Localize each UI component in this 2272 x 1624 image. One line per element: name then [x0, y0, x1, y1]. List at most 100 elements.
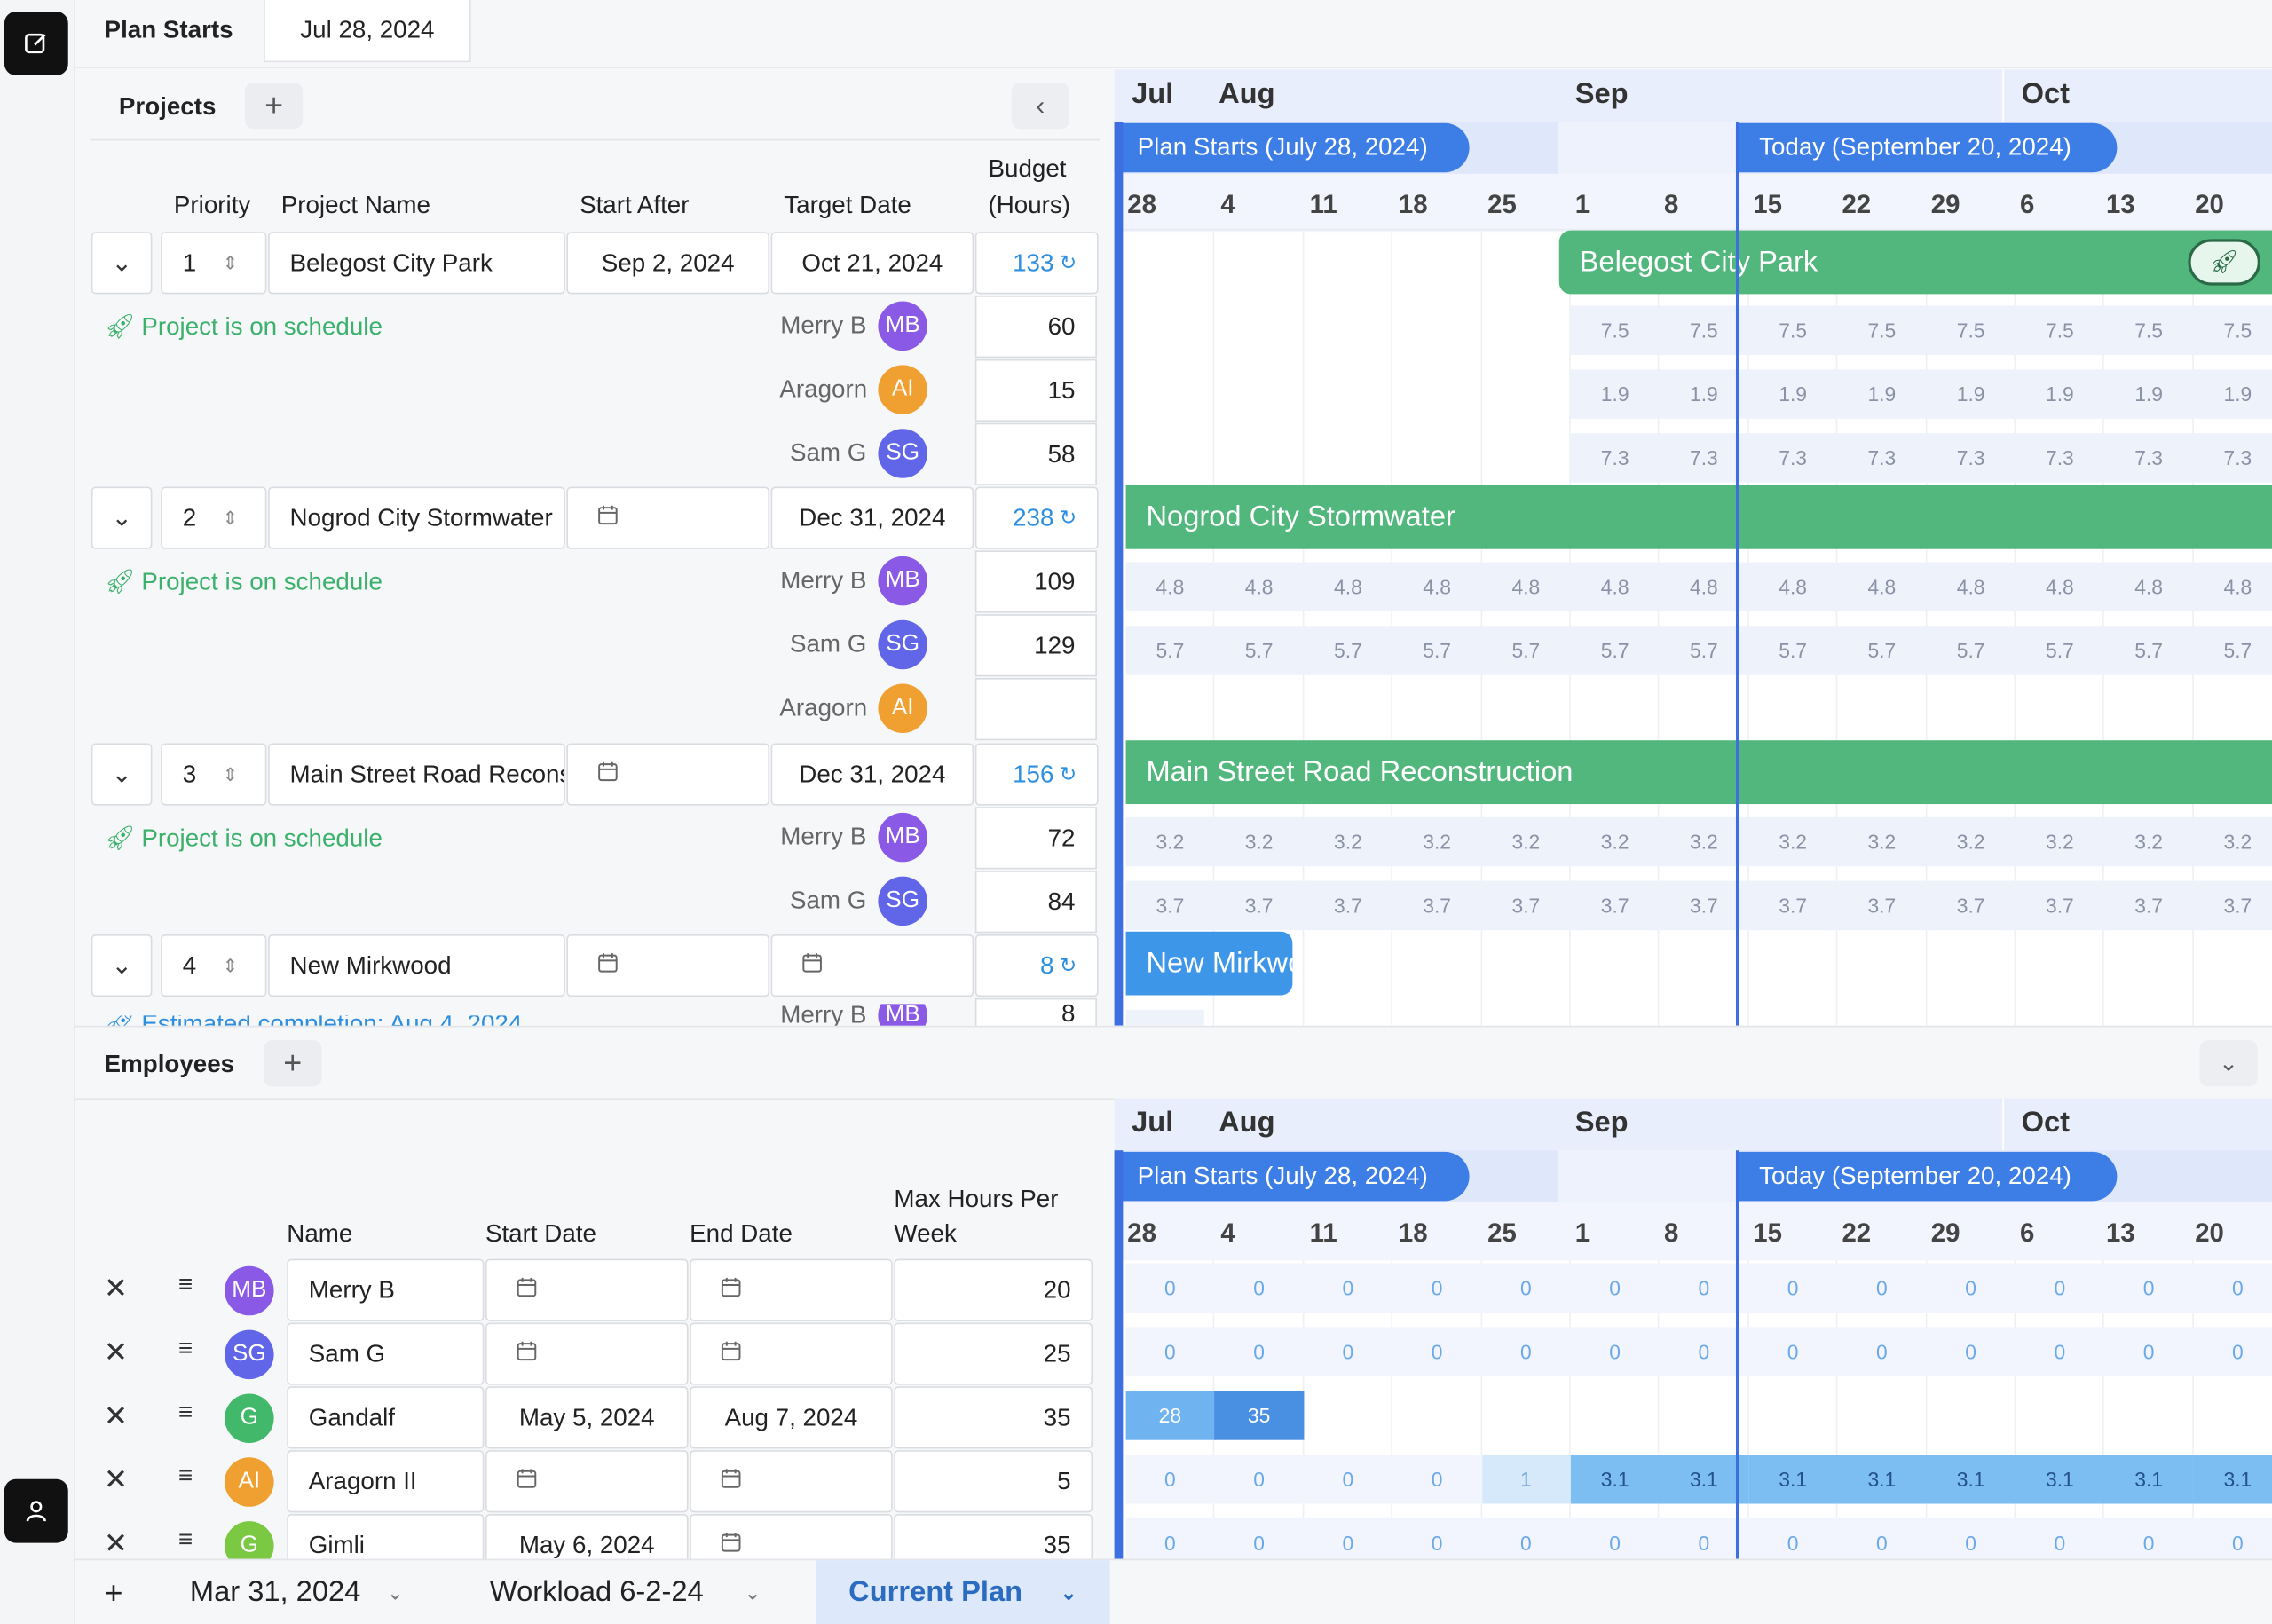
calendar-icon[interactable] — [720, 1339, 741, 1368]
employee-start-date[interactable] — [485, 1322, 689, 1385]
assignee-hours-input[interactable]: 129 — [974, 614, 1097, 677]
edit-icon[interactable] — [4, 12, 68, 75]
plan-tab-mar[interactable]: Mar 31, 2024 ⌄ — [190, 1560, 404, 1624]
add-plan-button[interactable]: + — [104, 1573, 123, 1611]
start-after-field[interactable] — [566, 934, 769, 997]
refresh-icon[interactable]: ↻ — [1059, 250, 1077, 274]
gantt-bar-belegost[interactable]: Belegost City Park 🚀︎ — [1558, 230, 2272, 295]
start-after-field[interactable] — [566, 486, 769, 549]
add-employee-button[interactable]: + — [264, 1040, 322, 1087]
chevron-down-icon[interactable]: ⌄ — [2199, 1040, 2258, 1087]
employee-name-input[interactable]: Gandalf — [287, 1386, 485, 1449]
expand-row-button[interactable]: ⌄ — [91, 743, 153, 806]
calendar-icon[interactable] — [720, 1275, 741, 1305]
assignee-hours-input[interactable] — [974, 678, 1097, 741]
remove-employee-icon[interactable]: ✕ — [103, 1273, 129, 1305]
assignee-hours-input[interactable]: 15 — [974, 359, 1097, 422]
workload-cell — [1392, 1391, 1482, 1440]
priority-stepper[interactable]: 1 ⇕ — [161, 232, 267, 295]
max-hours-input[interactable]: 20 — [894, 1258, 1093, 1321]
priority-stepper[interactable]: 4 ⇕ — [161, 934, 267, 997]
plan-start-date-field[interactable]: Jul 28, 2024 — [264, 0, 471, 63]
assignee-hours-input[interactable]: 8 — [974, 997, 1097, 1028]
calendar-icon[interactable] — [516, 1275, 537, 1305]
refresh-icon[interactable]: ↻ — [1059, 761, 1077, 785]
remove-employee-icon[interactable]: ✕ — [103, 1464, 129, 1497]
chevron-down-icon[interactable]: ⌄ — [386, 1581, 404, 1604]
refresh-icon[interactable]: ↻ — [1059, 953, 1077, 977]
budget-hours-field[interactable]: 238 ↻ — [974, 486, 1099, 549]
plan-tab-current[interactable]: Current Plan ⌄ — [816, 1560, 1110, 1624]
max-hours-input[interactable]: 35 — [894, 1386, 1093, 1449]
project-name-input[interactable]: Main Street Road Reconstruction — [268, 743, 565, 806]
filter-icon[interactable]: ≡ — [178, 1462, 193, 1490]
user-icon[interactable] — [4, 1478, 68, 1543]
rocket-icon[interactable]: 🚀︎ — [2188, 239, 2261, 286]
expand-row-button[interactable]: ⌄ — [91, 934, 153, 997]
gantt-bar-main-street[interactable]: Main Street Road Reconstruction — [1125, 740, 2272, 805]
chevron-down-icon[interactable]: ⌄ — [744, 1581, 761, 1604]
employee-end-date[interactable]: Aug 7, 2024 — [690, 1386, 893, 1449]
start-after-field[interactable] — [566, 743, 769, 806]
calendar-icon[interactable] — [597, 951, 619, 981]
calendar-icon[interactable] — [516, 1339, 537, 1368]
calendar-icon[interactable] — [720, 1531, 741, 1560]
plan-tab-workload[interactable]: Workload 6-2-24 ⌄ — [490, 1560, 761, 1624]
expand-row-button[interactable]: ⌄ — [91, 486, 153, 549]
calendar-icon[interactable] — [801, 951, 823, 981]
employee-start-date[interactable]: May 5, 2024 — [485, 1386, 689, 1449]
max-hours-input[interactable]: 25 — [894, 1322, 1093, 1385]
assignee-hours-input[interactable]: 58 — [974, 422, 1097, 485]
stepper-icon[interactable]: ⇕ — [222, 954, 239, 976]
employee-end-date[interactable] — [690, 1322, 893, 1385]
assignee-hours-input[interactable]: 109 — [974, 550, 1097, 613]
project-name-input[interactable]: New Mirkwood — [268, 934, 565, 997]
budget-hours-field[interactable]: 8 ↻ — [974, 934, 1099, 997]
target-date-field[interactable]: Dec 31, 2024 — [770, 486, 974, 549]
chevron-down-icon[interactable]: ⌄ — [1060, 1581, 1077, 1604]
employee-start-date[interactable] — [485, 1450, 689, 1513]
target-date-field[interactable]: Oct 21, 2024 — [770, 232, 974, 295]
remove-employee-icon[interactable]: ✕ — [103, 1336, 129, 1369]
employee-name-input[interactable]: Sam G — [287, 1322, 485, 1385]
rocket-icon: 🚀︎ — [104, 312, 136, 341]
calendar-icon[interactable] — [597, 760, 619, 789]
assignee-hours-input[interactable]: 84 — [974, 871, 1097, 934]
filter-icon[interactable]: ≡ — [178, 1525, 193, 1554]
gantt-bar-nogrod[interactable]: Nogrod City Stormwater — [1125, 485, 2272, 549]
collapse-left-icon[interactable]: ‹ — [1011, 83, 1069, 130]
priority-stepper[interactable]: 2 ⇕ — [161, 486, 267, 549]
stepper-icon[interactable]: ⇕ — [222, 506, 239, 529]
stepper-icon[interactable]: ⇕ — [222, 762, 239, 784]
assignee-hours-input[interactable]: 60 — [974, 296, 1097, 359]
project-name-input[interactable]: Belegost City Park — [268, 232, 565, 295]
expand-row-button[interactable]: ⌄ — [91, 232, 153, 295]
add-project-button[interactable]: + — [244, 83, 304, 130]
employee-name-input[interactable]: Aragorn II — [287, 1450, 485, 1513]
filter-icon[interactable]: ≡ — [178, 1334, 193, 1362]
employee-start-date[interactable] — [485, 1258, 689, 1321]
project-name-input[interactable]: Nogrod City Stormwater — [268, 486, 565, 549]
remove-employee-icon[interactable]: ✕ — [103, 1528, 129, 1561]
budget-hours-field[interactable]: 156 ↻ — [974, 743, 1099, 806]
start-after-field[interactable]: Sep 2, 2024 — [566, 232, 769, 295]
calendar-icon[interactable] — [516, 1467, 537, 1496]
workload-cell — [1748, 1263, 1839, 1313]
calendar-icon[interactable] — [720, 1467, 741, 1496]
refresh-icon[interactable]: ↻ — [1059, 505, 1077, 529]
budget-hours-field[interactable]: 133 ↻ — [974, 232, 1099, 295]
target-date-field[interactable] — [770, 934, 974, 997]
filter-icon[interactable]: ≡ — [178, 1270, 193, 1298]
remove-employee-icon[interactable]: ✕ — [103, 1400, 129, 1433]
gantt-bar-new-mirkwood[interactable]: New Mirkwood — [1125, 931, 1293, 996]
max-hours-input[interactable]: 5 — [894, 1450, 1093, 1513]
assignee-hours-input[interactable]: 72 — [974, 807, 1097, 870]
calendar-icon[interactable] — [597, 503, 619, 532]
priority-stepper[interactable]: 3 ⇕ — [161, 743, 267, 806]
employee-name-input[interactable]: Merry B — [287, 1258, 485, 1321]
filter-icon[interactable]: ≡ — [178, 1398, 193, 1426]
employee-end-date[interactable] — [690, 1450, 893, 1513]
target-date-field[interactable]: Dec 31, 2024 — [770, 743, 974, 806]
employee-end-date[interactable] — [690, 1258, 893, 1321]
stepper-icon[interactable]: ⇕ — [222, 251, 239, 273]
